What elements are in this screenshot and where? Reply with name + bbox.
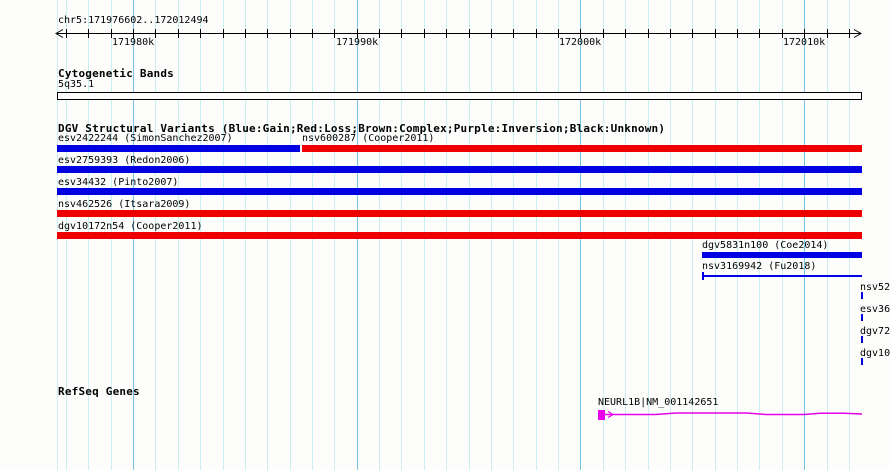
refseq-header: RefSeq Genes [58, 385, 140, 398]
dgv-header: DGV Structural Variants (Blue:Gain;Red:L… [58, 122, 666, 135]
variant-label[interactable]: nsv52 [860, 282, 890, 293]
ruler-tick [491, 29, 492, 38]
variant-label[interactable]: dgv72 [860, 326, 890, 337]
ruler-left-arrow-icon [54, 29, 64, 38]
ruler-tick [804, 29, 805, 38]
cytobands-header: Cytogenetic Bands [58, 67, 174, 80]
ruler-tick [715, 29, 716, 38]
ruler-tick [88, 29, 89, 38]
ruler-tick [827, 29, 828, 38]
variant-line-cap [702, 272, 704, 280]
axis-tick-label: 171990k [336, 37, 379, 48]
ruler-tick [66, 29, 67, 38]
ruler-tick [334, 29, 335, 38]
variant-bar[interactable] [302, 145, 862, 152]
ruler-tick [692, 29, 693, 38]
ruler-tick [737, 29, 738, 38]
variant-line[interactable] [702, 275, 862, 277]
ruler-axis-line [57, 33, 861, 34]
variant-label[interactable]: dgv10172n54 (Cooper2011) [58, 221, 203, 232]
ruler-tick [670, 29, 671, 38]
ruler-tick [580, 29, 581, 38]
ruler-tick [200, 29, 201, 38]
cytoband-box[interactable] [57, 92, 862, 100]
variant-point[interactable] [861, 292, 863, 299]
ruler-tick [133, 29, 134, 38]
variant-point[interactable] [861, 314, 863, 321]
ruler-tick [759, 29, 760, 38]
variant-label[interactable]: esv34432 (Pinto2007) [58, 177, 179, 188]
ruler-tick [379, 29, 380, 38]
ruler-tick [849, 29, 850, 38]
ruler-tick [312, 29, 313, 38]
axis-tick-label: 172010k [783, 37, 826, 48]
region-title: chr5:171976602..172012494 [58, 15, 209, 26]
ruler-tick [469, 29, 470, 38]
variant-label[interactable]: esv2759393 (Redon2006) [58, 155, 191, 166]
ruler-tick [424, 29, 425, 38]
variant-point[interactable] [861, 336, 863, 343]
variant-label[interactable]: nsv462526 (Itsara2009) [58, 199, 191, 210]
ruler-tick [357, 29, 358, 38]
variant-bar[interactable] [57, 145, 300, 152]
ruler-tick [446, 29, 447, 38]
ruler-tick [267, 29, 268, 38]
variant-label[interactable]: esv36 [860, 304, 890, 315]
ruler-tick [290, 29, 291, 38]
ruler-tick [536, 29, 537, 38]
gene-intron-line[interactable] [605, 412, 863, 416]
axis-tick-label: 171980k [112, 37, 155, 48]
ruler-tick [513, 29, 514, 38]
variant-bar[interactable] [702, 252, 862, 258]
ruler-tick [111, 29, 112, 38]
ruler-tick [782, 29, 783, 38]
cytoband-label[interactable]: 5q35.1 [58, 79, 95, 90]
gene-exon-box[interactable] [598, 410, 605, 420]
variant-label[interactable]: nsv600287 (Cooper2011) [302, 133, 435, 144]
ruler-tick [178, 29, 179, 38]
variant-bar[interactable] [57, 210, 862, 217]
ruler-tick [648, 29, 649, 38]
ruler-right-arrow-icon [853, 29, 863, 38]
ruler-tick [625, 29, 626, 38]
variant-bar[interactable] [57, 232, 862, 239]
variant-bar[interactable] [57, 166, 862, 173]
variant-label[interactable]: dgv10 [860, 348, 890, 359]
ruler-tick [401, 29, 402, 38]
ruler-tick [155, 29, 156, 38]
ruler-tick [603, 29, 604, 38]
variant-bar[interactable] [57, 188, 862, 195]
gene-label[interactable]: NEURL1B|NM_001142651 [598, 397, 719, 408]
variant-point[interactable] [861, 358, 863, 365]
ruler-tick [558, 29, 559, 38]
ruler-tick [223, 29, 224, 38]
gene-glyph[interactable] [598, 408, 864, 422]
variant-label[interactable]: dgv5831n100 (Coe2014) [702, 240, 829, 251]
ruler-tick [245, 29, 246, 38]
variant-label[interactable]: esv2422244 (SimonSanchez2007) [58, 133, 233, 144]
variant-label[interactable]: nsv3169942 (Fu2018) [702, 261, 817, 272]
axis-tick-label: 172000k [559, 37, 602, 48]
